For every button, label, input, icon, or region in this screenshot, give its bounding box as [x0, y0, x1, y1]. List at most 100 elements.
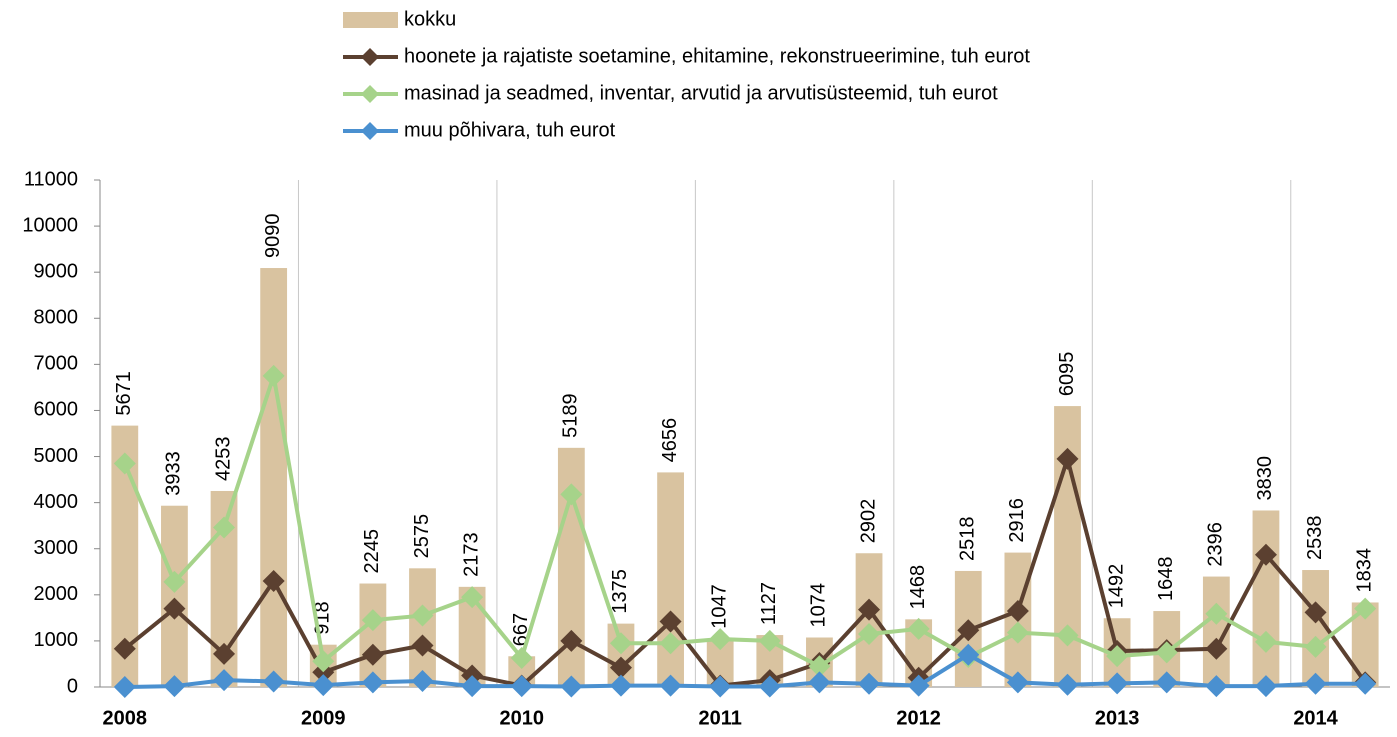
x-tick-label: 2014: [1293, 707, 1338, 729]
marker: [262, 670, 285, 693]
x-tick-label: 2012: [896, 707, 941, 729]
marker: [312, 674, 335, 697]
value-label: 1375: [609, 569, 631, 614]
marker: [411, 634, 434, 657]
marker: [1106, 672, 1129, 695]
legend-swatch: [343, 12, 398, 28]
x-tick-label: 2013: [1095, 707, 1140, 729]
marker: [1205, 675, 1228, 698]
legend-marker: [361, 122, 379, 140]
marker: [1056, 624, 1079, 647]
x-tick-label: 2011: [698, 707, 741, 729]
marker: [609, 656, 632, 679]
marker: [808, 671, 831, 694]
marker: [1056, 447, 1079, 470]
legend-label: muu põhivara, tuh eurot: [404, 119, 616, 141]
marker: [163, 597, 186, 620]
marker: [1205, 602, 1228, 625]
marker: [213, 642, 236, 665]
value-label: 1492: [1105, 564, 1127, 609]
marker: [163, 675, 186, 698]
value-label: 1834: [1353, 548, 1375, 593]
value-label: 1074: [808, 583, 830, 628]
marker: [361, 671, 384, 694]
y-tick-label: 7000: [34, 353, 79, 375]
marker: [1205, 637, 1228, 660]
marker: [957, 619, 980, 642]
marker: [113, 676, 136, 698]
value-label: 4253: [212, 436, 234, 480]
marker: [262, 364, 285, 387]
marker: [163, 570, 186, 593]
marker: [510, 646, 533, 669]
marker: [560, 483, 583, 506]
y-tick-label: 3000: [34, 537, 79, 559]
marker: [560, 629, 583, 652]
marker: [1056, 673, 1079, 696]
marker: [957, 643, 980, 666]
legend-label: hoonete ja rajatiste soetamine, ehitamin…: [404, 45, 1030, 67]
legend-marker: [361, 85, 379, 103]
marker: [1155, 641, 1178, 664]
marker: [411, 670, 434, 693]
marker: [510, 675, 533, 698]
y-tick-label: 9000: [34, 260, 79, 282]
value-label: 3830: [1254, 456, 1276, 501]
y-tick-label: 0: [67, 675, 78, 697]
marker: [1006, 621, 1029, 644]
marker: [1155, 671, 1178, 694]
value-label: 2245: [361, 529, 383, 574]
y-tick-label: 11000: [24, 168, 78, 190]
value-label: 5189: [560, 393, 582, 438]
marker: [1304, 635, 1327, 658]
marker: [213, 669, 236, 692]
marker: [758, 675, 781, 698]
y-tick-label: 4000: [34, 491, 79, 513]
marker: [461, 586, 484, 609]
marker: [858, 622, 881, 645]
marker: [858, 672, 881, 695]
marker: [609, 632, 632, 655]
value-label: 2538: [1304, 516, 1326, 561]
marker: [262, 569, 285, 592]
marker: [213, 516, 236, 539]
marker: [361, 643, 384, 666]
marker: [709, 675, 732, 698]
value-label: 9090: [262, 214, 284, 259]
marker: [312, 650, 335, 673]
value-label: 6095: [1056, 352, 1078, 397]
marker: [709, 628, 732, 651]
marker: [560, 675, 583, 698]
value-label: 1047: [708, 584, 730, 629]
value-label: 2518: [957, 516, 979, 561]
y-tick-label: 6000: [34, 399, 79, 421]
line: [123, 451, 1367, 688]
marker: [758, 629, 781, 652]
marker: [1006, 599, 1029, 622]
marker: [113, 637, 136, 660]
marker: [659, 610, 682, 633]
marker: [113, 452, 136, 475]
value-label: 1468: [907, 565, 929, 610]
legend-label: masinad ja seadmed, inventar, arvutid ja…: [404, 82, 998, 104]
y-tick-label: 5000: [34, 445, 79, 467]
value-label: 2173: [460, 532, 482, 577]
marker: [411, 604, 434, 627]
marker: [1354, 672, 1377, 695]
value-label: 2902: [857, 499, 879, 544]
marker: [1254, 630, 1277, 653]
value-label: 2916: [1006, 498, 1028, 543]
legend-label: kokku: [404, 8, 456, 30]
bar: [657, 472, 684, 687]
bar: [1302, 570, 1329, 687]
marker: [1106, 645, 1129, 668]
bar: [359, 583, 387, 687]
bar: [1252, 510, 1280, 687]
marker: [1354, 597, 1377, 620]
marker: [1254, 675, 1277, 698]
marker: [907, 674, 930, 697]
y-tick-label: 10000: [22, 214, 78, 236]
x-tick-label: 2008: [103, 707, 148, 729]
value-label: 1127: [758, 582, 780, 625]
